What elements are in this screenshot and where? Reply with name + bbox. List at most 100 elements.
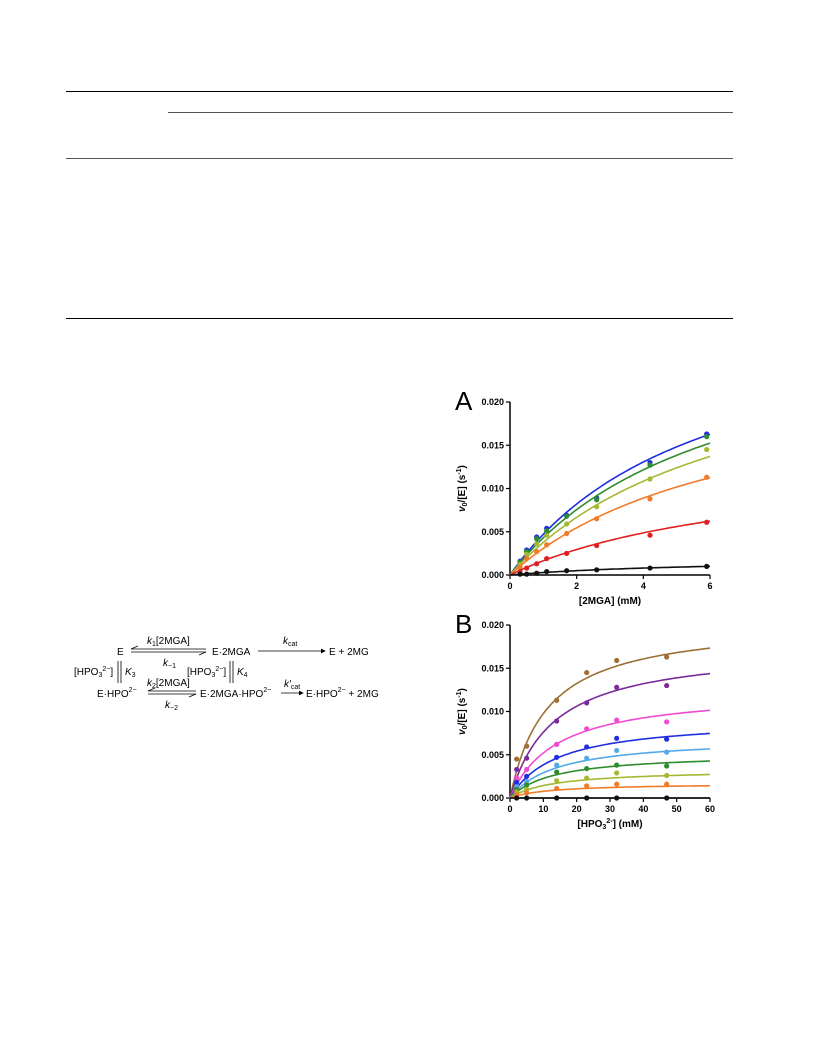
data-point-series-7 (584, 775, 590, 781)
data-point-series-9 (664, 795, 670, 801)
data-point-series-4 (524, 773, 530, 779)
fit-curve-series-7 (509, 773, 711, 799)
x-tick-label: 10 (538, 804, 548, 814)
fit-curve-series-5 (509, 748, 711, 799)
data-point-series-6 (544, 568, 550, 575)
data-point-series-7 (554, 778, 560, 784)
rate-kcat: kcat (283, 636, 297, 648)
data-point-series-6 (517, 571, 523, 577)
y-axis-label-close: ) (457, 688, 468, 691)
data-point-series-2 (544, 528, 550, 534)
fit-curve-series-5 (509, 520, 711, 576)
fit-curve-series-3 (509, 709, 711, 799)
data-point-series-1 (554, 697, 560, 703)
y-axis-label-sup: -1 (456, 468, 463, 474)
data-point-series-5 (554, 762, 560, 768)
data-point-series-1 (524, 743, 530, 749)
data-point-series-3 (554, 741, 560, 747)
data-point-series-4 (524, 555, 530, 562)
data-point-series-9 (614, 795, 620, 801)
species-E: E (117, 647, 124, 658)
data-point-series-9 (554, 795, 560, 801)
data-point-series-2 (584, 700, 590, 706)
data-point-series-4 (594, 516, 600, 522)
y-tick-label: 0.000 (481, 570, 504, 580)
x-tick-label: 30 (605, 804, 615, 814)
y-axis-label-close: ) (457, 465, 468, 468)
constant-K3: K3 (125, 667, 136, 679)
data-point-series-4 (534, 549, 540, 555)
fit-curve-series-2 (509, 442, 711, 576)
data-point-series-2 (534, 536, 540, 542)
data-point-series-3 (524, 766, 530, 773)
data-point-series-4 (514, 779, 520, 786)
data-point-series-5 (584, 755, 590, 761)
data-point-series-4 (544, 542, 550, 548)
data-point-series-4 (614, 735, 620, 741)
species-E-2MGA: E·2MGA (212, 647, 251, 658)
data-point-series-4 (704, 474, 710, 480)
data-point-series-4 (664, 736, 670, 742)
data-point-series-6 (524, 571, 530, 577)
data-point-series-3 (544, 532, 550, 538)
y-tick-label: 0.010 (481, 484, 504, 494)
data-point-series-3 (514, 775, 520, 781)
data-point-series-2 (664, 682, 670, 689)
data-point-series-5 (664, 749, 670, 755)
x-tick-label: 0 (507, 581, 512, 591)
fit-curve-series-6 (509, 760, 711, 799)
data-point-series-3 (594, 504, 600, 510)
data-point-series-5 (534, 561, 540, 567)
data-point-series-7 (664, 772, 670, 779)
data-point-series-5 (524, 565, 530, 571)
y-tick-label: 0.015 (481, 663, 504, 673)
y-axis-label-v: v (457, 505, 468, 512)
x-tick-label: 40 (638, 804, 648, 814)
x-tick-label: 60 (705, 804, 715, 814)
data-point-series-6 (704, 563, 710, 569)
data-point-series-5 (614, 747, 620, 754)
data-point-series-1 (664, 654, 670, 660)
data-point-series-6 (584, 765, 590, 772)
rate-k-minus2: k−2 (165, 700, 178, 712)
data-point-series-9 (584, 795, 590, 801)
data-point-series-9 (524, 795, 530, 801)
fit-curve-series-1 (509, 433, 711, 576)
data-point-series-2 (704, 434, 710, 440)
hpo-mid-label: [HPO32−] (187, 666, 226, 679)
data-point-series-4 (554, 754, 560, 760)
data-point-series-4 (647, 496, 653, 502)
data-point-series-6 (564, 568, 570, 574)
data-point-series-9 (514, 795, 520, 801)
fit-curve-series-1 (509, 647, 711, 799)
panel-letter: B (455, 609, 472, 639)
y-tick-label: 0.005 (481, 750, 504, 760)
table-bottom-rule (66, 318, 733, 319)
y-tick-label: 0.000 (481, 793, 504, 803)
y-tick-label: 0.020 (481, 397, 504, 407)
data-point-series-2 (594, 497, 600, 503)
y-tick-label: 0.020 (481, 620, 504, 630)
data-point-series-3 (647, 476, 653, 482)
data-point-series-2 (514, 766, 520, 773)
product-E-HPO-2MG: E·HPO2− + 2MG (306, 687, 379, 700)
y-axis-label-sup: -1 (456, 691, 463, 697)
data-point-series-3 (704, 446, 710, 453)
data-point-series-6 (594, 567, 600, 573)
data-point-series-1 (584, 669, 590, 676)
data-point-series-8 (524, 790, 530, 796)
x-tick-label: 20 (572, 804, 582, 814)
x-tick-label: 0 (507, 804, 512, 814)
data-point-series-5 (544, 555, 550, 562)
y-tick-label: 0.005 (481, 527, 504, 537)
x-tick-label: 2 (574, 581, 579, 591)
data-point-series-6 (664, 763, 670, 769)
data-point-series-8 (664, 781, 670, 787)
rate-k-minus1: k−1 (163, 658, 176, 670)
product-E-2MG: E + 2MG (329, 647, 369, 658)
table-header-subrule (168, 112, 733, 113)
rate-k1: k1[2MGA] (147, 636, 190, 648)
fit-curve-series-4 (509, 732, 711, 799)
